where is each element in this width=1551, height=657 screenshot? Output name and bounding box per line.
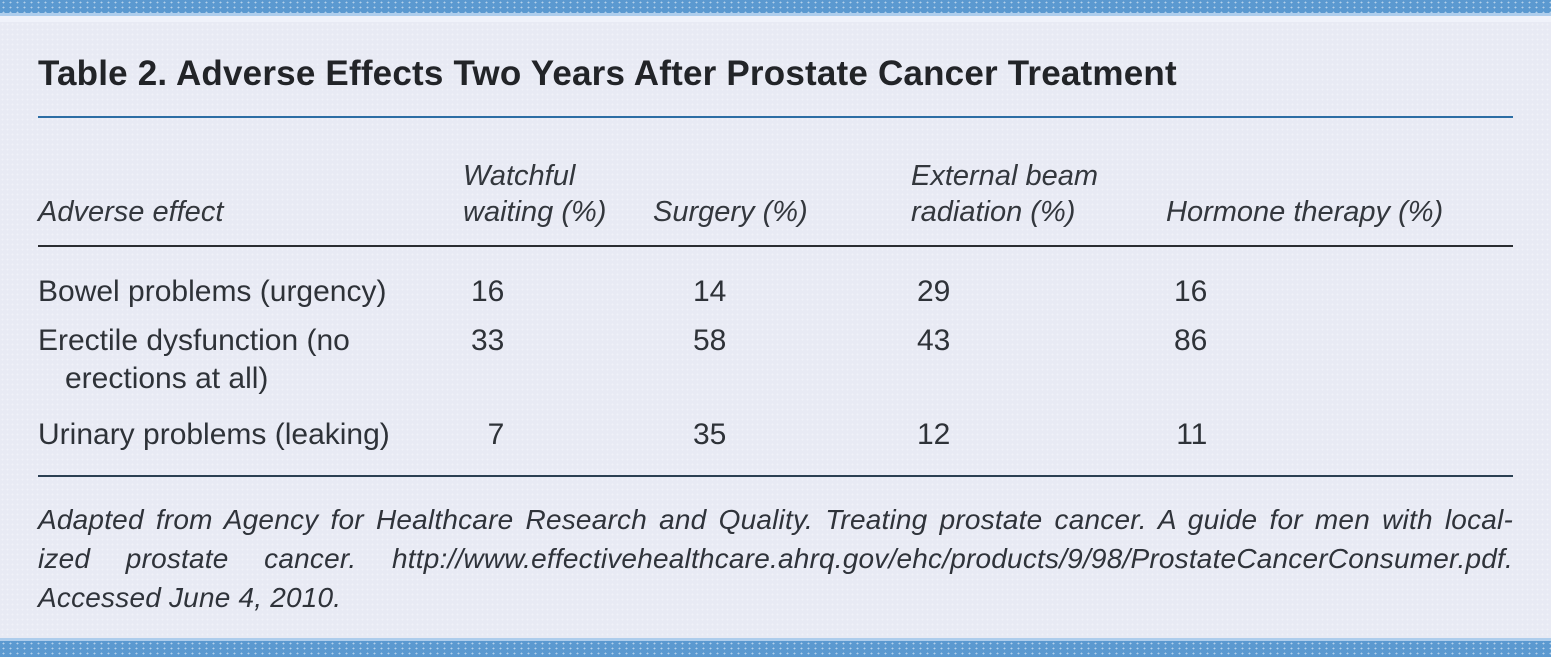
title-rule: [38, 116, 1513, 118]
cell-number: 58: [693, 324, 727, 357]
cell-value: 14: [653, 273, 911, 311]
row-label: Erectile dysfunction (no erections at al…: [38, 324, 350, 395]
table-header-row: Adverse effect Watchful waiting (%) Surg…: [38, 158, 1513, 230]
cell-number: 86: [1174, 324, 1208, 357]
footer-rule: [38, 475, 1513, 477]
cell-value: 86: [1166, 322, 1513, 398]
footnote: Adapted from Agency for Healthcare Resea…: [38, 500, 1513, 617]
table-row-erectile-dysfunction: Erectile dysfunction (no erections at al…: [38, 322, 1513, 398]
bottom-border-strip: [0, 638, 1551, 641]
column-header-adverse-effect: Adverse effect: [38, 196, 224, 228]
header-rule: [38, 245, 1513, 247]
cell-value: 7: [463, 416, 653, 454]
cell-number: 16: [1174, 275, 1208, 308]
cell-number: 12: [917, 418, 951, 451]
footnote-line: ized prostate cancer. http://www.effecti…: [38, 543, 1513, 574]
cell-number: 16: [471, 275, 505, 308]
table-title: Table 2. Adverse Effects Two Years After…: [38, 54, 1177, 93]
cell-value: 16: [1166, 273, 1513, 311]
cell-number: 11: [1176, 418, 1208, 451]
column-header-surgery: Surgery (%): [653, 196, 808, 228]
cell-number: 33: [471, 324, 505, 357]
cell-number: 35: [693, 418, 727, 451]
top-gap: [0, 16, 1551, 22]
cell-value: 16: [463, 273, 653, 311]
cell-value: 11: [1166, 416, 1513, 454]
top-border-bar: [0, 0, 1551, 13]
column-header-external-beam-radiation: External beam radiation (%): [911, 160, 1098, 228]
cell-value: 29: [911, 273, 1166, 311]
footnote-line: Adapted from Agency for Healthcare Resea…: [38, 504, 1513, 535]
row-label: Bowel problems (urgency): [38, 275, 387, 308]
row-label: Urinary problems (leaking): [38, 418, 390, 451]
cell-value: 43: [911, 322, 1166, 398]
cell-value: 35: [653, 416, 911, 454]
table-row-bowel-problems: Bowel problems (urgency) 16 14 29 16: [38, 273, 1513, 311]
cell-value: 33: [463, 322, 653, 398]
cell-number: 29: [917, 275, 951, 308]
cell-value: 58: [653, 322, 911, 398]
cell-number: 43: [917, 324, 951, 357]
column-header-hormone-therapy: Hormone therapy (%): [1166, 196, 1444, 228]
footnote-line: Accessed June 4, 2010.: [38, 582, 342, 613]
table-panel: Table 2. Adverse Effects Two Years After…: [0, 22, 1551, 638]
cell-number: 14: [693, 275, 727, 308]
cell-value: 12: [911, 416, 1166, 454]
cell-number: 7: [487, 418, 505, 451]
column-header-watchful-waiting: Watchful waiting (%): [463, 160, 607, 228]
table-row-urinary-problems: Urinary problems (leaking) 7 35 12 11: [38, 416, 1513, 454]
top-border-strip: [0, 13, 1551, 16]
bottom-border-bar: [0, 641, 1551, 657]
